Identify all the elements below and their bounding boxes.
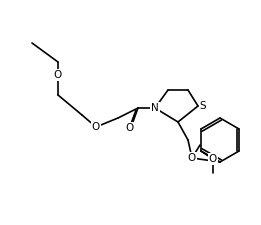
Text: S: S [200,101,206,111]
Text: O: O [209,154,217,164]
Text: N: N [151,103,159,113]
Text: O: O [92,122,100,132]
Text: O: O [126,123,134,133]
Text: O: O [54,70,62,80]
Text: O: O [188,153,196,163]
